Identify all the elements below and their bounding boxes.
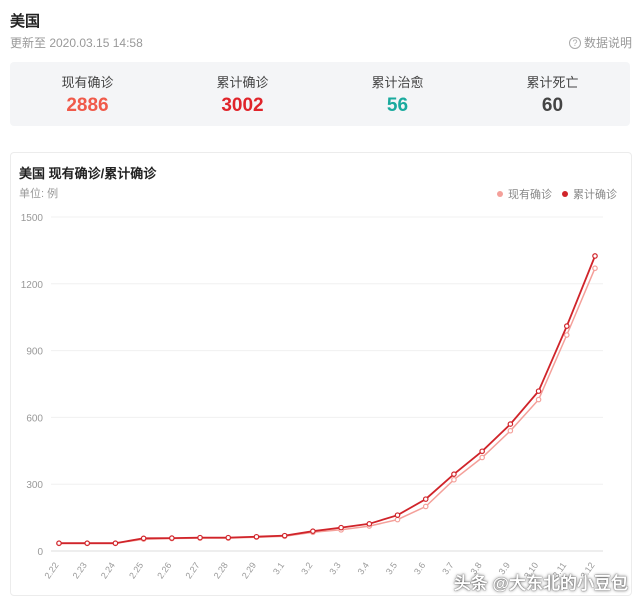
data-point	[507, 421, 514, 427]
x-tick-label: 2.26	[155, 560, 173, 580]
y-tick-label: 0	[37, 547, 43, 558]
x-tick-label: 2.22	[42, 560, 60, 580]
legend-item-current[interactable]: 现有确诊	[497, 186, 552, 202]
data-point	[592, 253, 598, 259]
x-tick-label: 2.24	[99, 560, 117, 580]
stat-label: 累计死亡	[526, 75, 579, 90]
data-point	[563, 323, 570, 329]
stat-value: 2886	[66, 95, 109, 116]
stat-value: 60	[541, 95, 564, 116]
data-point	[394, 516, 401, 523]
stat-value: 56	[386, 95, 409, 116]
x-tick-label: 3.3	[327, 560, 342, 576]
chart-legend: 现有确诊 累计确诊	[487, 186, 617, 202]
data-point	[310, 528, 316, 534]
data-point	[281, 532, 288, 539]
data-point	[394, 512, 401, 518]
data-point	[563, 332, 570, 338]
data-point	[225, 534, 232, 541]
data-point	[338, 524, 344, 531]
stat-label: 累计确诊	[216, 75, 269, 90]
series-line	[59, 267, 596, 545]
data-note-link[interactable]: ? 数据说明	[568, 34, 632, 51]
stat-label: 现有确诊	[61, 75, 114, 90]
y-tick-label: 600	[26, 413, 43, 424]
y-tick-label: 1500	[21, 213, 44, 224]
data-point	[507, 427, 514, 434]
data-point	[84, 540, 91, 547]
x-tick-label: 2.28	[212, 560, 230, 580]
chart-card: 0 300 600 900 1200 1500 2.22 2.23 2.24 2.25 2.26 2.…	[10, 152, 632, 596]
data-point	[253, 533, 260, 540]
legend-label: 现有确诊	[508, 189, 552, 201]
question-icon: ?	[568, 36, 581, 49]
legend-dot	[497, 191, 503, 197]
legend-item-total[interactable]: 累计确诊	[562, 186, 617, 202]
series-line	[59, 255, 596, 545]
chart-title: 美国 现有确诊/累计确诊	[19, 166, 157, 181]
x-tick-label: 3.5	[384, 560, 399, 576]
data-point	[592, 265, 598, 272]
x-tick-label: 3.1	[271, 560, 286, 576]
x-tick-label: 3.4	[356, 560, 371, 576]
data-point	[112, 540, 119, 547]
data-point	[422, 503, 429, 510]
y-tick-label: 300	[26, 480, 43, 491]
data-point	[197, 534, 203, 541]
data-point	[535, 396, 542, 403]
data-point	[140, 535, 147, 542]
x-tick-label: 3.6	[412, 560, 427, 576]
unit-label: 单位: 例	[19, 188, 59, 200]
x-tick-label: 2.23	[71, 560, 89, 580]
watermark: 头条 @大东北的小豆包	[453, 574, 628, 593]
legend-label: 累计确诊	[573, 189, 617, 201]
data-point	[169, 535, 175, 541]
legend-dot	[562, 191, 568, 197]
stat-total-deaths: 累计死亡 60	[475, 62, 630, 126]
line-chart: 0 300 600 900 1200 1500 2.22 2.23 2.24 2.25 2.26 2.…	[21, 213, 603, 581]
data-point	[535, 388, 542, 394]
x-tick-label: 2.27	[183, 560, 201, 580]
y-tick-label: 900	[26, 347, 43, 358]
data-point	[479, 448, 485, 455]
stat-current-confirmed: 现有确诊 2886	[10, 62, 165, 126]
data-point	[56, 540, 62, 547]
stats-panel: 现有确诊 2886 累计确诊 3002 累计治愈 56 累计死亡 60	[10, 62, 630, 126]
data-point	[451, 476, 457, 483]
update-time: 更新至 2020.03.15 14:58	[10, 36, 143, 50]
stat-total-recovered: 累计治愈 56	[320, 62, 475, 126]
page-header: 美国 更新至 2020.03.15 14:58 ? 数据说明	[10, 8, 632, 52]
data-point	[422, 496, 429, 502]
data-note-label: 数据说明	[583, 36, 632, 50]
data-point	[479, 454, 485, 461]
x-tick-label: 2.25	[127, 560, 145, 580]
stat-total-confirmed: 累计确诊 3002	[165, 62, 320, 126]
data-point	[366, 521, 373, 527]
stat-label: 累计治愈	[371, 75, 424, 90]
data-point	[451, 471, 457, 477]
y-tick-label: 1200	[21, 280, 44, 291]
page-title: 美国	[10, 13, 41, 30]
x-tick-label: 3.2	[299, 560, 314, 576]
stat-value: 3002	[221, 95, 264, 116]
x-tick-label: 2.29	[240, 560, 258, 580]
